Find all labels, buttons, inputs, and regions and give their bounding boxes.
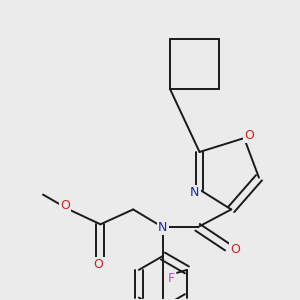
- Text: O: O: [244, 129, 254, 142]
- Text: O: O: [60, 199, 70, 212]
- Text: N: N: [190, 186, 199, 199]
- Text: O: O: [94, 258, 103, 272]
- Text: O: O: [230, 243, 240, 256]
- Text: N: N: [158, 221, 168, 234]
- Text: F: F: [167, 272, 175, 285]
